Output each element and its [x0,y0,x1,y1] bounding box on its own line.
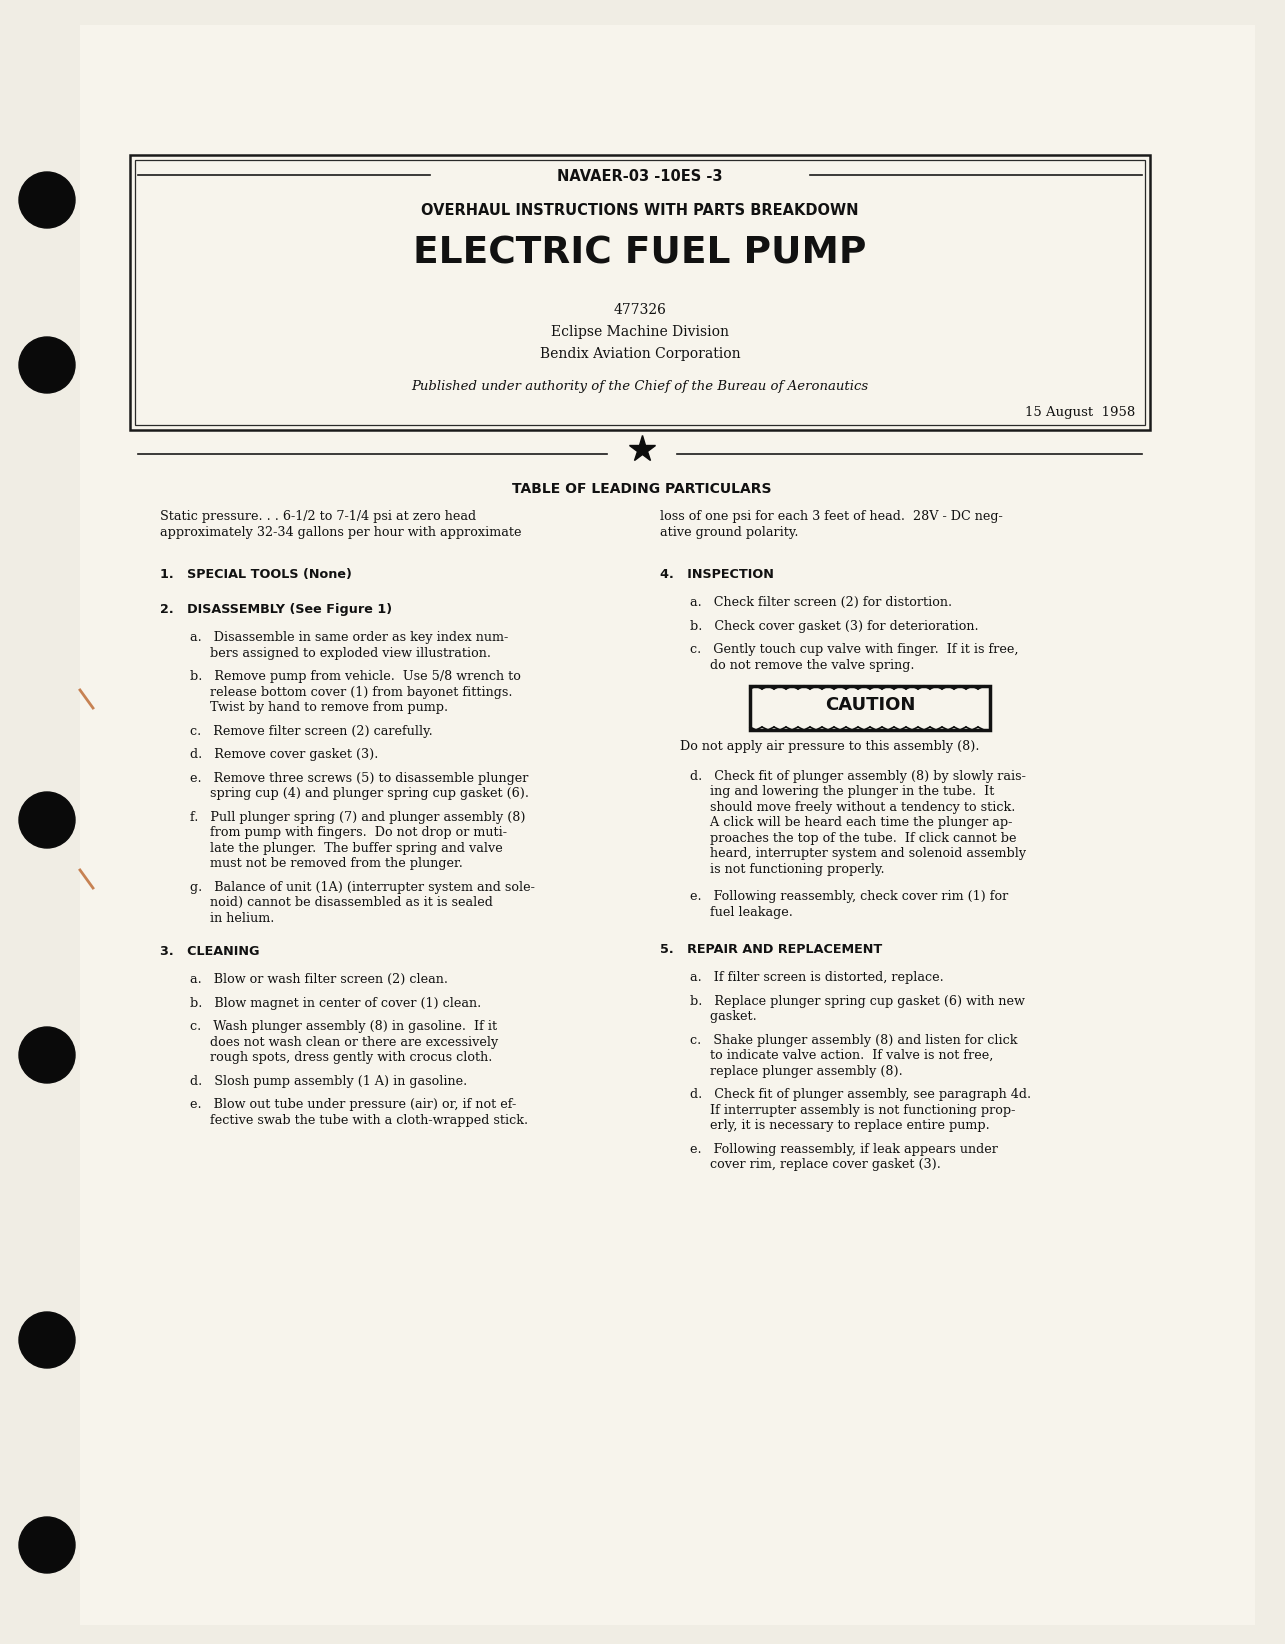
Bar [750,686,989,730]
Text: NAVAER-03 -10ES -3: NAVAER-03 -10ES -3 [558,169,722,184]
Text: 3.   CLEANING: 3. CLEANING [161,945,260,958]
Text: cover rim, replace cover gasket (3).: cover rim, replace cover gasket (3). [690,1157,941,1171]
Text: CAUTION: CAUTION [825,695,915,713]
Text: replace plunger assembly (8).: replace plunger assembly (8). [690,1065,903,1077]
Text: bers assigned to exploded view illustration.: bers assigned to exploded view illustrat… [190,646,491,659]
Text: 1.   SPECIAL TOOLS (None): 1. SPECIAL TOOLS (None) [161,567,352,580]
Text: ing and lowering the plunger in the tube.  It: ing and lowering the plunger in the tube… [690,784,995,797]
Text: must not be removed from the plunger.: must not be removed from the plunger. [190,857,463,870]
Text: does not wash clean or there are excessively: does not wash clean or there are excessi… [190,1036,499,1049]
Bar [130,155,1150,431]
Text: c.   Wash plunger assembly (8) in gasoline.  If it: c. Wash plunger assembly (8) in gasoline… [190,1019,497,1032]
Text: noid) cannot be disassembled as it is sealed: noid) cannot be disassembled as it is se… [190,896,493,909]
Text: do not remove the valve spring.: do not remove the valve spring. [690,659,915,671]
Circle shape [19,1517,75,1573]
Text: approximately 32-34 gallons per hour with approximate: approximately 32-34 gallons per hour wit… [161,526,522,539]
Text: TABLE OF LEADING PARTICULARS: TABLE OF LEADING PARTICULARS [513,482,772,496]
Circle shape [19,173,75,229]
Text: d.   Check fit of plunger assembly, see paragraph 4d.: d. Check fit of plunger assembly, see pa… [690,1088,1031,1101]
Text: c.   Remove filter screen (2) carefully.: c. Remove filter screen (2) carefully. [190,725,433,738]
Text: 15 August  1958: 15 August 1958 [1024,406,1135,419]
Text: OVERHAUL INSTRUCTIONS WITH PARTS BREAKDOWN: OVERHAUL INSTRUCTIONS WITH PARTS BREAKDO… [421,202,858,219]
Text: in helium.: in helium. [190,911,275,924]
Text: rough spots, dress gently with crocus cloth.: rough spots, dress gently with crocus cl… [190,1051,492,1064]
Text: is not functioning properly.: is not functioning properly. [690,863,884,876]
Text: g.   Balance of unit (1A) (interrupter system and sole-: g. Balance of unit (1A) (interrupter sys… [190,881,535,893]
Text: 477326: 477326 [613,302,667,317]
Text: release bottom cover (1) from bayonet fittings.: release bottom cover (1) from bayonet fi… [190,686,513,699]
Text: Static pressure. . . 6-1/2 to 7-1/4 psi at zero head: Static pressure. . . 6-1/2 to 7-1/4 psi … [161,510,477,523]
Text: Published under authority of the Chief of the Bureau of Aeronautics: Published under authority of the Chief o… [411,380,869,393]
Bar [135,159,1145,426]
Text: d.   Slosh pump assembly (1 A) in gasoline.: d. Slosh pump assembly (1 A) in gasoline… [190,1075,468,1087]
Text: a.   If filter screen is distorted, replace.: a. If filter screen is distorted, replac… [690,972,943,985]
Circle shape [19,337,75,393]
Text: ative ground polarity.: ative ground polarity. [660,526,798,539]
Text: fective swab the tube with a cloth-wrapped stick.: fective swab the tube with a cloth-wrapp… [190,1113,528,1126]
Text: loss of one psi for each 3 feet of head.  28V - DC neg-: loss of one psi for each 3 feet of head.… [660,510,1002,523]
Text: e.   Following reassembly, check cover rim (1) for: e. Following reassembly, check cover rim… [690,889,1009,903]
Text: b.   Remove pump from vehicle.  Use 5/8 wrench to: b. Remove pump from vehicle. Use 5/8 wre… [190,671,520,682]
Text: A click will be heard each time the plunger ap-: A click will be heard each time the plun… [690,815,1013,829]
Text: heard, interrupter system and solenoid assembly: heard, interrupter system and solenoid a… [690,847,1027,860]
Text: fuel leakage.: fuel leakage. [690,906,793,919]
Text: c.   Gently touch cup valve with finger.  If it is free,: c. Gently touch cup valve with finger. I… [690,643,1019,656]
Text: d.   Check fit of plunger assembly (8) by slowly rais-: d. Check fit of plunger assembly (8) by … [690,769,1025,783]
Text: to indicate valve action.  If valve is not free,: to indicate valve action. If valve is no… [690,1049,993,1062]
Text: b.   Check cover gasket (3) for deterioration.: b. Check cover gasket (3) for deteriorat… [690,620,979,633]
Text: b.   Replace plunger spring cup gasket (6) with new: b. Replace plunger spring cup gasket (6)… [690,995,1025,1008]
Text: e.   Blow out tube under pressure (air) or, if not ef-: e. Blow out tube under pressure (air) or… [190,1098,517,1111]
Text: gasket.: gasket. [690,1009,757,1023]
Circle shape [19,792,75,848]
Text: Twist by hand to remove from pump.: Twist by hand to remove from pump. [190,700,448,713]
Text: a.   Disassemble in same order as key index num-: a. Disassemble in same order as key inde… [190,631,509,644]
Text: a.   Blow or wash filter screen (2) clean.: a. Blow or wash filter screen (2) clean. [190,973,448,986]
Text: If interrupter assembly is not functioning prop-: If interrupter assembly is not functioni… [690,1103,1015,1116]
FancyBboxPatch shape [80,25,1255,1624]
Text: e.   Following reassembly, if leak appears under: e. Following reassembly, if leak appears… [690,1143,998,1156]
Text: 2.   DISASSEMBLY (See Figure 1): 2. DISASSEMBLY (See Figure 1) [161,603,392,616]
Text: Eclipse Machine Division: Eclipse Machine Division [551,326,729,339]
Text: 4.   INSPECTION: 4. INSPECTION [660,567,774,580]
Text: from pump with fingers.  Do not drop or muti-: from pump with fingers. Do not drop or m… [190,825,508,838]
Text: f.   Pull plunger spring (7) and plunger assembly (8): f. Pull plunger spring (7) and plunger a… [190,810,526,824]
Text: c.   Shake plunger assembly (8) and listen for click: c. Shake plunger assembly (8) and listen… [690,1034,1018,1047]
Text: late the plunger.  The buffer spring and valve: late the plunger. The buffer spring and … [190,842,502,855]
Text: spring cup (4) and plunger spring cup gasket (6).: spring cup (4) and plunger spring cup ga… [190,787,529,801]
Text: d.   Remove cover gasket (3).: d. Remove cover gasket (3). [190,748,378,761]
Text: proaches the top of the tube.  If click cannot be: proaches the top of the tube. If click c… [690,832,1016,845]
Text: b.   Blow magnet in center of cover (1) clean.: b. Blow magnet in center of cover (1) cl… [190,996,482,1009]
Text: Bendix Aviation Corporation: Bendix Aviation Corporation [540,347,740,362]
Text: erly, it is necessary to replace entire pump.: erly, it is necessary to replace entire … [690,1120,989,1133]
Text: Do not apply air pressure to this assembly (8).: Do not apply air pressure to this assemb… [680,740,979,753]
Text: should move freely without a tendency to stick.: should move freely without a tendency to… [690,801,1015,814]
Text: 5.   REPAIR AND REPLACEMENT: 5. REPAIR AND REPLACEMENT [660,944,883,957]
Text: e.   Remove three screws (5) to disassemble plunger: e. Remove three screws (5) to disassembl… [190,771,528,784]
Circle shape [19,1312,75,1368]
Text: a.   Check filter screen (2) for distortion.: a. Check filter screen (2) for distortio… [690,597,952,608]
Text: ELECTRIC FUEL PUMP: ELECTRIC FUEL PUMP [414,235,866,271]
Circle shape [19,1028,75,1083]
